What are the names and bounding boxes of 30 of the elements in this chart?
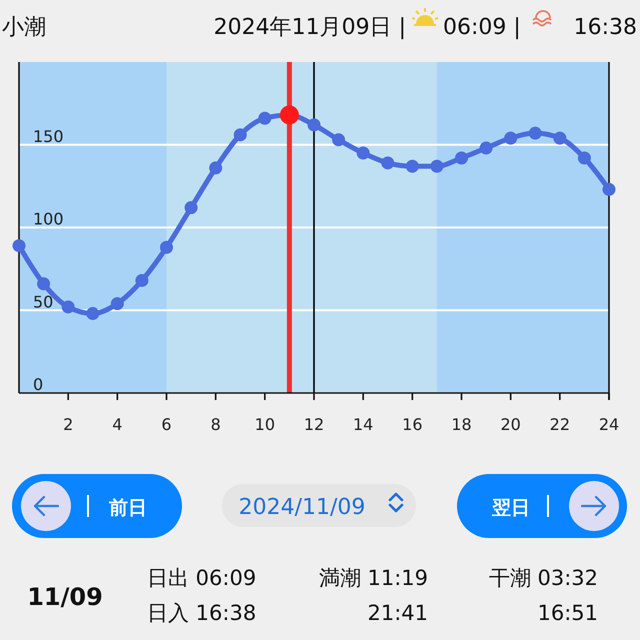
x-tick-label: 20 bbox=[500, 415, 521, 434]
x-tick-label: 6 bbox=[161, 415, 172, 434]
y-tick-label: 0 bbox=[33, 375, 44, 394]
text: 11/09 bbox=[27, 583, 103, 611]
y-tick-label: 100 bbox=[33, 210, 64, 228]
text: 前日 bbox=[108, 497, 147, 519]
text: 日入 16:38 bbox=[147, 601, 256, 625]
chart-title: 小潮 bbox=[2, 15, 46, 40]
text: 満潮 11:19 bbox=[318, 566, 428, 590]
text: 2024/11/09 bbox=[238, 495, 366, 520]
text: 干潮 03:32 bbox=[488, 566, 598, 590]
x-tick-label: 22 bbox=[550, 415, 570, 434]
x-tick-label: 12 bbox=[304, 415, 324, 434]
y-tick-label: 150 bbox=[33, 126, 64, 146]
text: 06:09 | bbox=[443, 15, 521, 40]
x-tick-label: 14 bbox=[352, 415, 374, 434]
x-tick-label: 2 bbox=[63, 415, 74, 434]
chart-subtitle: 2024年11月09日 | bbox=[214, 15, 406, 40]
text: 16:38 bbox=[574, 15, 637, 40]
text: 翌日 bbox=[491, 497, 530, 519]
x-tick-label: 24 bbox=[598, 415, 620, 434]
x-tick-label: 8 bbox=[210, 415, 221, 434]
x-tick-label: 18 bbox=[451, 415, 472, 434]
text: 21:41 bbox=[367, 601, 428, 625]
text: 16:51 bbox=[537, 601, 598, 625]
x-tick-label: 16 bbox=[402, 415, 423, 434]
x-tick-label: 10 bbox=[254, 415, 276, 434]
x-tick-label: 4 bbox=[112, 415, 122, 434]
text: 日出 06:09 bbox=[147, 566, 256, 590]
y-tick-label: 50 bbox=[33, 292, 54, 312]
